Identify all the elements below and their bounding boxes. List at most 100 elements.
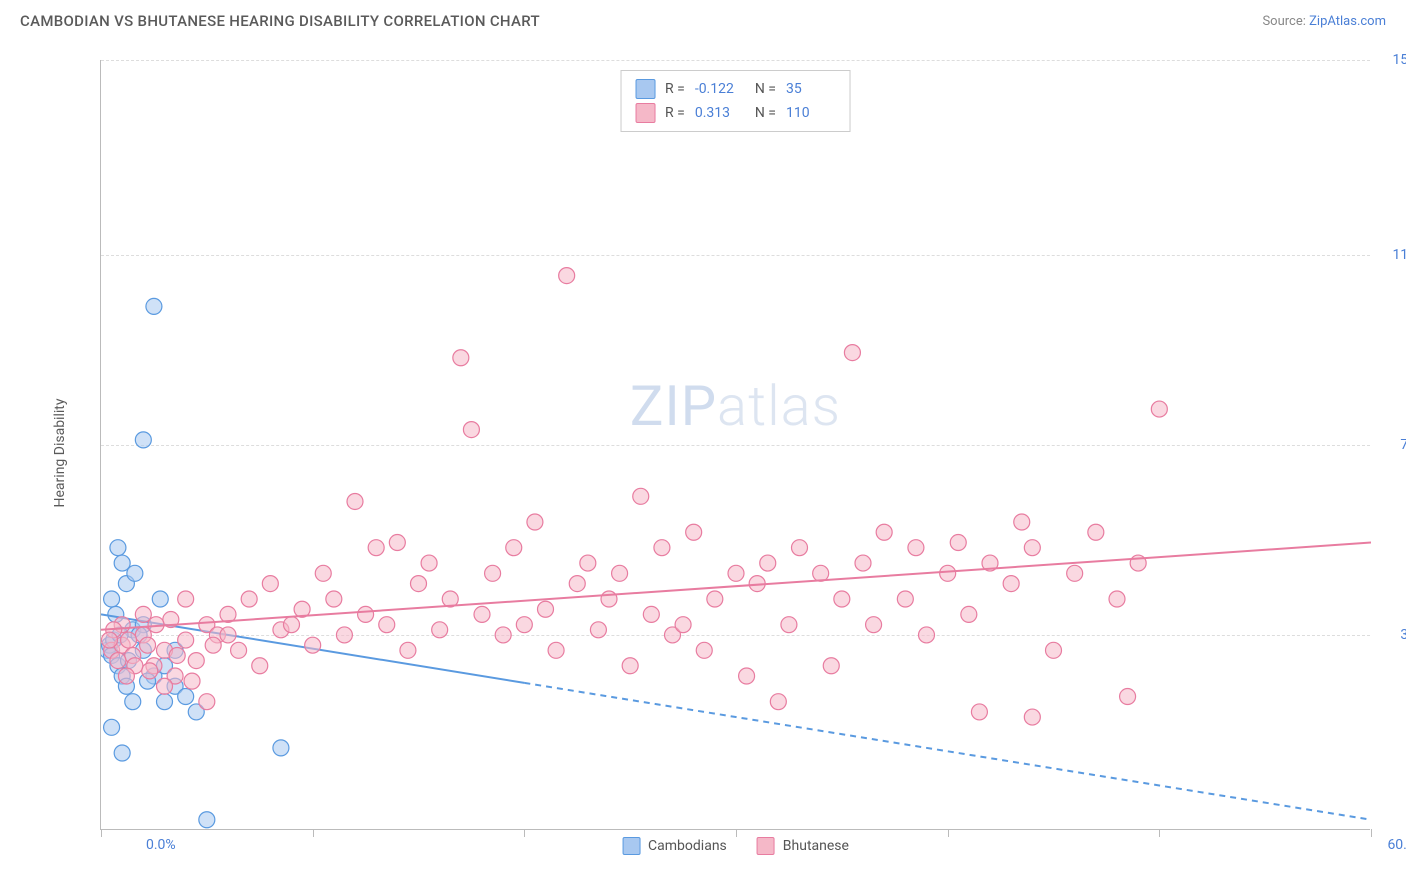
data-point (121, 632, 137, 648)
data-point (368, 540, 384, 556)
data-point (358, 606, 374, 622)
data-point (538, 601, 554, 617)
data-point (142, 663, 158, 679)
data-point (495, 627, 511, 643)
data-point (633, 488, 649, 504)
data-point (157, 678, 173, 694)
data-point (1014, 514, 1030, 530)
data-point (169, 647, 185, 663)
data-point (728, 565, 744, 581)
regression-line (101, 543, 1371, 630)
data-point (971, 704, 987, 720)
y-tick-label: 15.0% (1392, 52, 1406, 68)
data-point (262, 576, 278, 592)
source-link[interactable]: ZipAtlas.com (1309, 14, 1386, 29)
data-point (315, 565, 331, 581)
data-point (463, 422, 479, 438)
data-point (876, 524, 892, 540)
data-point (1024, 709, 1040, 725)
n-value-cambodian: 35 (786, 81, 836, 97)
data-point (1088, 524, 1104, 540)
data-point (157, 694, 173, 710)
data-point (188, 653, 204, 669)
data-point (127, 565, 143, 581)
r-value-cambodian: -0.122 (695, 81, 745, 97)
data-point (104, 591, 120, 607)
data-point (844, 345, 860, 361)
data-point (696, 642, 712, 658)
data-point (411, 576, 427, 592)
data-point (205, 637, 221, 653)
data-point (305, 637, 321, 653)
data-point (114, 745, 130, 761)
legend-swatch-cambodian (622, 837, 640, 855)
data-point (220, 627, 236, 643)
data-point (135, 432, 151, 448)
data-point (516, 617, 532, 633)
data-point (241, 591, 257, 607)
correlation-stats-box: R = -0.122 N = 35 R = 0.313 N = 110 (620, 70, 851, 132)
chart-title: CAMBODIAN VS BHUTANESE HEARING DISABILIT… (20, 12, 540, 30)
data-point (199, 694, 215, 710)
stats-row-bhutanese: R = 0.313 N = 110 (635, 101, 836, 125)
data-point (432, 622, 448, 638)
data-point (485, 565, 501, 581)
swatch-cambodian (635, 79, 655, 99)
data-point (474, 606, 490, 622)
data-point (379, 617, 395, 633)
legend-item-cambodian: Cambodians (622, 837, 727, 855)
data-point (601, 591, 617, 607)
data-point (178, 591, 194, 607)
data-point (421, 555, 437, 571)
data-point (118, 668, 134, 684)
swatch-bhutanese (635, 103, 655, 123)
r-value-bhutanese: 0.313 (695, 105, 745, 121)
data-point (559, 268, 575, 284)
chart-container: Hearing Disability ZIPatlas R = -0.122 N… (50, 50, 1386, 840)
data-point (770, 694, 786, 710)
data-point (675, 617, 691, 633)
data-point (1067, 565, 1083, 581)
data-point (110, 653, 126, 669)
data-point (1120, 689, 1136, 705)
data-point (897, 591, 913, 607)
data-point (612, 565, 628, 581)
data-point (908, 540, 924, 556)
data-point (146, 298, 162, 314)
scatter-svg (101, 60, 1371, 830)
data-point (855, 555, 871, 571)
data-point (104, 719, 120, 735)
data-point (326, 591, 342, 607)
data-point (823, 658, 839, 674)
data-point (961, 606, 977, 622)
data-point (760, 555, 776, 571)
data-point (389, 535, 405, 551)
data-point (792, 540, 808, 556)
data-point (834, 591, 850, 607)
data-point (506, 540, 522, 556)
data-point (199, 812, 215, 828)
y-tick-label: 7.5% (1400, 437, 1406, 453)
data-point (781, 617, 797, 633)
data-point (654, 540, 670, 556)
data-point (1151, 401, 1167, 417)
data-point (580, 555, 596, 571)
data-point (273, 740, 289, 756)
y-tick-label: 11.2% (1392, 247, 1406, 263)
data-point (284, 617, 300, 633)
data-point (622, 658, 638, 674)
data-point (686, 524, 702, 540)
x-axis-min-label: 0.0% (146, 837, 176, 853)
data-point (1003, 576, 1019, 592)
data-point (813, 565, 829, 581)
data-point (739, 668, 755, 684)
data-point (252, 658, 268, 674)
data-point (231, 642, 247, 658)
data-point (178, 632, 194, 648)
n-value-bhutanese: 110 (786, 105, 836, 121)
data-point (569, 576, 585, 592)
data-point (548, 642, 564, 658)
legend-item-bhutanese: Bhutanese (757, 837, 849, 855)
data-point (866, 617, 882, 633)
data-point (178, 689, 194, 705)
